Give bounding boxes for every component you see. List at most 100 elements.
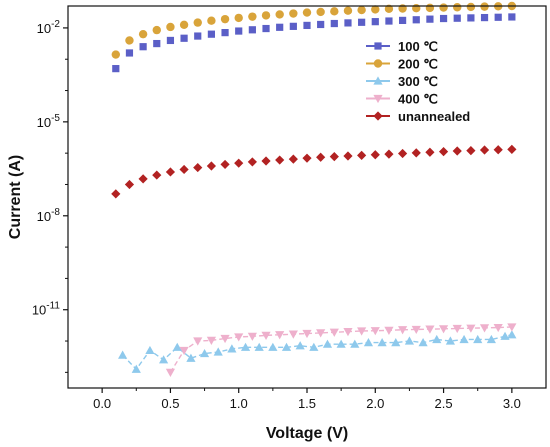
series-4-point	[493, 145, 503, 155]
series-3-point	[398, 326, 408, 335]
legend-label: 400 ℃	[398, 92, 438, 107]
series-2-point	[486, 334, 496, 344]
series-0-point	[166, 36, 175, 45]
series-1-point	[207, 16, 216, 25]
series-3-point	[507, 323, 517, 332]
series-2-line	[122, 334, 513, 371]
series-4-point	[452, 146, 462, 156]
series-1-point	[466, 2, 476, 12]
x-tick-label: 1.0	[230, 396, 248, 411]
series-1-point	[179, 20, 189, 29]
series-0-point	[494, 13, 502, 21]
series-2	[118, 330, 517, 373]
series-4-point	[425, 147, 435, 157]
legend-marker	[373, 76, 383, 85]
series-2-point	[404, 336, 415, 345]
series-4-point	[479, 145, 490, 155]
series-2-point	[322, 339, 333, 348]
series-2-point	[459, 334, 469, 344]
series-0-point	[426, 15, 434, 23]
series-2-point	[213, 347, 223, 356]
series-3-point	[316, 329, 326, 338]
series-3-point	[193, 337, 203, 346]
legend-marker	[373, 94, 383, 104]
series-2-point	[500, 331, 510, 340]
series-1-point	[220, 14, 230, 24]
series-0-point	[235, 27, 243, 35]
series-3-point	[452, 324, 462, 334]
series-0-point	[467, 14, 475, 22]
series-0	[112, 13, 516, 73]
series-2-point	[186, 353, 196, 362]
series-4-point	[165, 167, 176, 177]
series-0-point	[289, 22, 297, 30]
series-4-point	[124, 179, 135, 190]
series-4-point	[343, 151, 353, 161]
series-4-point	[466, 146, 476, 156]
legend-marker	[374, 42, 382, 50]
series-3-point	[165, 368, 176, 377]
series-1-point	[357, 5, 366, 15]
series-0-point	[262, 24, 270, 33]
series-0-point	[221, 29, 229, 37]
series-2-point	[473, 334, 483, 344]
series-4-point	[288, 154, 298, 164]
series-0-point	[317, 20, 325, 29]
series-2-point	[391, 337, 401, 347]
series-4-point	[138, 174, 148, 184]
legend-label: 200 ℃	[398, 57, 438, 72]
series-2-point	[254, 342, 264, 351]
series-0-point	[439, 14, 448, 23]
series-1-point	[384, 4, 394, 14]
x-tick-label: 1.5	[298, 396, 316, 411]
series-0-point	[248, 26, 256, 34]
y-tick-label: 10-5	[37, 113, 61, 130]
series-2-point	[227, 344, 237, 353]
series-4-point	[275, 155, 285, 165]
series-0-point	[480, 13, 489, 22]
series-1-point	[234, 13, 243, 23]
series-4-point	[370, 150, 380, 160]
series-0-point	[153, 39, 161, 48]
series-2-point	[199, 348, 210, 358]
series-1	[111, 1, 517, 59]
series-4-point	[179, 164, 189, 175]
legend-label: unannealed	[398, 109, 470, 124]
series-4-point	[438, 146, 449, 157]
series-1-point	[193, 18, 202, 27]
series-1-point	[152, 25, 161, 35]
series-0-point	[180, 34, 188, 42]
series-3-point	[384, 326, 394, 335]
series-4-point	[316, 152, 326, 162]
series-0-point	[344, 19, 352, 27]
data-series-layer	[111, 1, 517, 377]
series-3-point	[261, 331, 271, 340]
series-0-point	[358, 18, 366, 26]
series-0-point	[453, 14, 461, 22]
series-2-point	[432, 334, 442, 344]
series-3-point	[425, 325, 435, 334]
legend-marker	[373, 111, 383, 121]
axis-layer: 0.0 0.5 1.0 1.5 2.0 2.5 3.0 10-2 10-5 10-8 10-11	[32, 19, 521, 411]
series-1-point	[330, 7, 339, 16]
x-tick-label: 2.0	[366, 396, 384, 411]
series-1-point	[412, 3, 421, 13]
legend-marker	[373, 59, 383, 68]
series-0-point	[371, 18, 379, 26]
series-1-point	[138, 29, 148, 39]
series-4-point	[193, 162, 203, 173]
series-2-point	[363, 337, 374, 347]
x-tick-label: 3.0	[503, 396, 521, 411]
series-2-point	[309, 342, 319, 351]
series-2-point	[418, 337, 428, 347]
series-2-point	[118, 350, 128, 359]
series-2-point	[295, 341, 305, 350]
x-tick-label: 0.0	[93, 396, 111, 411]
series-3-point	[411, 325, 421, 335]
series-0-point	[330, 19, 338, 28]
series-3-point	[343, 328, 353, 337]
series-2-point	[172, 342, 182, 351]
series-1-point	[316, 7, 325, 17]
legend-label: 100 ℃	[398, 39, 438, 54]
